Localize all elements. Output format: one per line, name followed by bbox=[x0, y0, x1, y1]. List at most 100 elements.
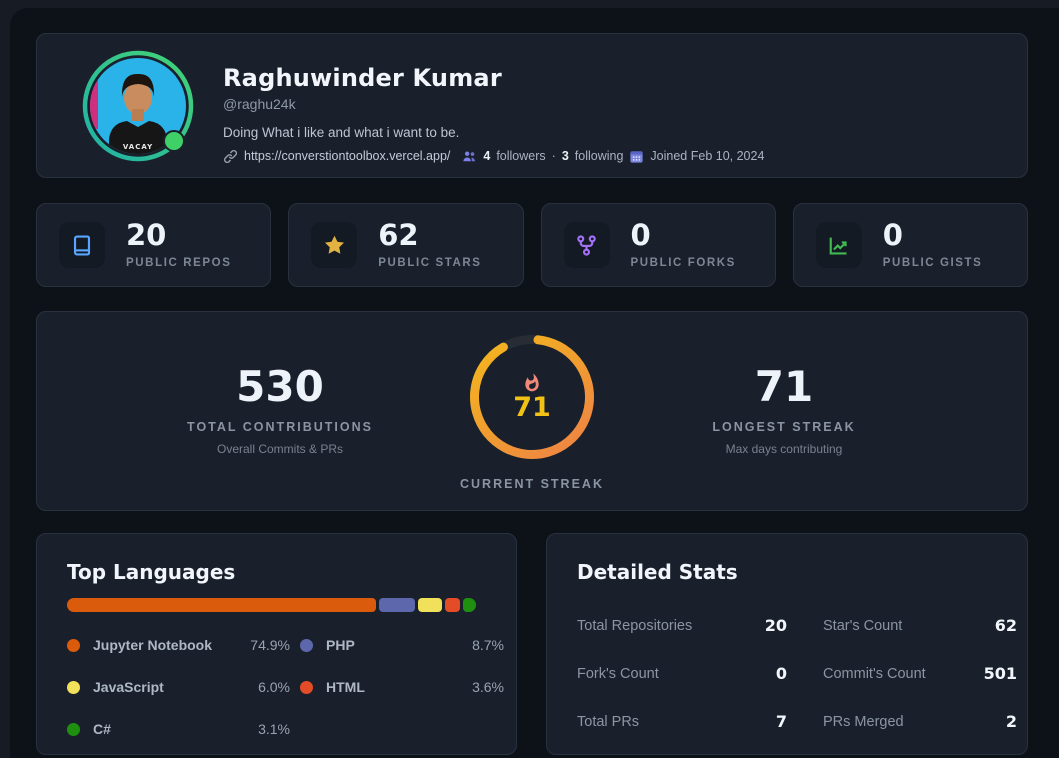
joined-date: Joined Feb 10, 2024 bbox=[650, 149, 765, 163]
total-contributions-label: TOTAL CONTRIBUTIONS bbox=[187, 420, 373, 434]
meta-separator: · bbox=[551, 149, 556, 163]
streak-card: 530 TOTAL CONTRIBUTIONS Overall Commits … bbox=[36, 311, 1028, 511]
legend-item-html: HTML 3.6% bbox=[300, 679, 504, 695]
language-name: Jupyter Notebook bbox=[93, 637, 213, 653]
detailed-stat-row: Fork's Count 0 bbox=[577, 664, 787, 683]
detailed-stat-row: Total PRs 7 bbox=[577, 712, 787, 731]
detailed-stat-row: Total Repositories 20 bbox=[577, 616, 787, 635]
followers-label: followers bbox=[496, 149, 546, 163]
stat-label: PUBLIC REPOS bbox=[126, 257, 232, 269]
stat-value: 0 bbox=[882, 218, 903, 252]
detailed-stats-card: Detailed Stats Total Repositories 20 Sta… bbox=[546, 533, 1028, 755]
following-count: 3 bbox=[561, 149, 569, 163]
followers-count: 4 bbox=[483, 149, 491, 163]
language-color-dot bbox=[300, 680, 313, 694]
language-bar-segment bbox=[67, 598, 376, 612]
language-color-dot bbox=[67, 680, 80, 694]
avatar: VACAY bbox=[81, 49, 195, 163]
stat-card-public-forks: 0 PUBLIC FORKS bbox=[540, 203, 776, 287]
bottom-row: Top Languages Jupyter Notebook 74.9% PHP… bbox=[36, 533, 1028, 755]
stat-card-public-repos: 20 PUBLIC REPOS bbox=[36, 203, 272, 287]
profile-handle: @raghu24k bbox=[223, 95, 296, 112]
website-link[interactable]: https://converstiontoolbox.vercel.app/ bbox=[244, 149, 451, 163]
stat-card-public-stars: 62 PUBLIC STARS bbox=[288, 203, 524, 287]
detailed-stats-title: Detailed Stats bbox=[577, 560, 738, 584]
language-bar-segment bbox=[445, 598, 461, 612]
longest-streak-label: LONGEST STREAK bbox=[712, 420, 856, 434]
longest-streak-value: 71 bbox=[754, 362, 814, 411]
profile-name: Raghuwinder Kumar bbox=[223, 63, 502, 92]
streak-ring: 71 bbox=[466, 331, 598, 463]
detailed-stat-value: 0 bbox=[775, 664, 787, 683]
language-color-dot bbox=[67, 638, 80, 652]
total-contributions-sublabel: Overall Commits & PRs bbox=[216, 442, 344, 456]
language-name: PHP bbox=[326, 637, 355, 653]
stat-value: 0 bbox=[630, 218, 651, 252]
language-bar-segment bbox=[463, 598, 476, 612]
detailed-stat-value: 501 bbox=[983, 664, 1017, 683]
link-icon bbox=[223, 149, 238, 164]
detailed-stat-label: Total PRs bbox=[577, 713, 640, 730]
top-languages-title: Top Languages bbox=[67, 560, 236, 584]
status-dot bbox=[163, 129, 185, 152]
stat-label: PUBLIC GISTS bbox=[882, 257, 983, 269]
language-color-dot bbox=[67, 722, 80, 736]
language-name: HTML bbox=[326, 679, 365, 695]
current-streak-block: 71 CURRENT STREAK bbox=[457, 331, 607, 491]
profile-bio: Doing What i like and what i want to be. bbox=[223, 124, 460, 140]
app-background: VACAY Raghuwinder Kumar @raghu24k Doing … bbox=[10, 8, 1059, 758]
avatar-shirt-text: VACAY bbox=[123, 143, 153, 151]
language-percent: 6.0% bbox=[258, 679, 290, 695]
stat-value: 62 bbox=[378, 218, 419, 252]
people-icon bbox=[462, 149, 477, 164]
stat-cards-row: 20 PUBLIC REPOS 62 PUBLIC STARS 0 PUBLIC… bbox=[36, 203, 1028, 287]
profile-info: Raghuwinder Kumar @raghu24k Doing What i… bbox=[223, 64, 764, 164]
legend-item-csharp: C# 3.1% bbox=[67, 721, 290, 737]
detailed-stats-grid: Total Repositories 20 Star's Count 62 Fo… bbox=[577, 616, 1017, 731]
detailed-stat-label: Total Repositories bbox=[577, 617, 693, 634]
flame-icon bbox=[525, 373, 539, 392]
language-percent: 3.6% bbox=[472, 679, 504, 695]
trend-chart-icon bbox=[815, 222, 862, 268]
language-name: C# bbox=[93, 721, 111, 737]
detailed-stat-label: Star's Count bbox=[823, 617, 903, 634]
language-bar-segment bbox=[417, 598, 443, 612]
language-legend: Jupyter Notebook 74.9% PHP 8.7% JavaScri… bbox=[67, 637, 504, 737]
top-languages-card: Top Languages Jupyter Notebook 74.9% PHP… bbox=[36, 533, 517, 755]
language-bar-segment bbox=[378, 598, 415, 612]
profile-card: VACAY Raghuwinder Kumar @raghu24k Doing … bbox=[36, 33, 1028, 178]
git-fork-icon bbox=[563, 222, 610, 268]
language-color-dot bbox=[300, 638, 313, 652]
stat-card-public-gists: 0 PUBLIC GISTS bbox=[792, 203, 1028, 287]
detailed-stat-label: Fork's Count bbox=[577, 665, 659, 682]
language-name: JavaScript bbox=[93, 679, 164, 695]
language-percent: 3.1% bbox=[258, 721, 290, 737]
detailed-stat-row: Star's Count 62 bbox=[823, 616, 1017, 635]
stat-label: PUBLIC FORKS bbox=[630, 257, 736, 269]
total-contributions-value: 530 bbox=[236, 362, 324, 411]
language-bar bbox=[67, 598, 476, 612]
detailed-stat-label: Commit's Count bbox=[823, 665, 926, 682]
detailed-stat-value: 7 bbox=[775, 712, 787, 731]
detailed-stat-value: 2 bbox=[1005, 712, 1017, 731]
following-label: following bbox=[574, 149, 624, 163]
legend-item-jupyter-notebook: Jupyter Notebook 74.9% bbox=[67, 637, 290, 653]
star-icon bbox=[311, 222, 358, 268]
repo-book-icon bbox=[59, 222, 105, 268]
legend-item-javascript: JavaScript 6.0% bbox=[67, 679, 290, 695]
detailed-stat-value: 62 bbox=[994, 616, 1017, 635]
current-streak-value: 71 bbox=[513, 392, 551, 423]
language-percent: 8.7% bbox=[472, 637, 504, 653]
dashboard-content: VACAY Raghuwinder Kumar @raghu24k Doing … bbox=[36, 33, 1028, 755]
longest-streak-block: 71 LONGEST STREAK Max days contributing bbox=[684, 362, 884, 457]
stat-value: 20 bbox=[126, 218, 167, 252]
detailed-stat-label: PRs Merged bbox=[823, 713, 904, 730]
calendar-icon bbox=[629, 149, 644, 164]
detailed-stat-value: 20 bbox=[764, 616, 787, 635]
detailed-stat-row: PRs Merged 2 bbox=[823, 712, 1017, 731]
language-percent: 74.9% bbox=[250, 637, 290, 653]
longest-streak-sublabel: Max days contributing bbox=[725, 442, 843, 456]
current-streak-label: CURRENT STREAK bbox=[460, 477, 604, 491]
total-contributions-block: 530 TOTAL CONTRIBUTIONS Overall Commits … bbox=[180, 362, 380, 457]
stat-label: PUBLIC STARS bbox=[378, 257, 482, 269]
